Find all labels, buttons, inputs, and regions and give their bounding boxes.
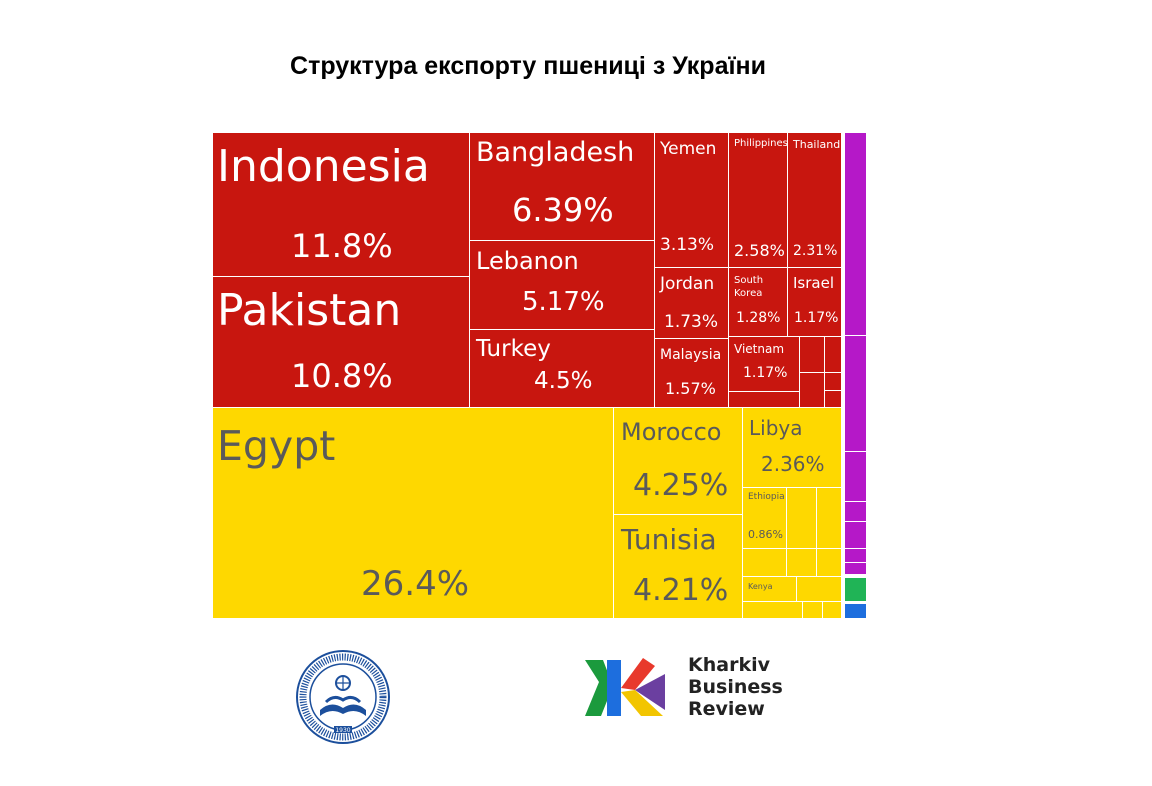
tile-label-malaysia: Malaysia bbox=[660, 347, 722, 363]
tile-value-turkey: 4.5% bbox=[534, 368, 593, 394]
tile-label-lebanon: Lebanon bbox=[476, 247, 579, 275]
treemap-tile-vietnam: Vietnam 1.17% bbox=[729, 337, 800, 392]
treemap-tile-tunisia: Tunisia 4.21% bbox=[614, 515, 743, 619]
treemap-tile-yemen: Yemen 3.13% bbox=[655, 133, 729, 268]
tile-value-morocco: 4.25% bbox=[633, 468, 729, 503]
tile-label-indonesia: Indonesia bbox=[217, 141, 430, 192]
tile-value-tunisia: 4.21% bbox=[633, 573, 729, 608]
treemap-tile-small bbox=[787, 488, 817, 549]
treemap-tile-small bbox=[800, 373, 825, 408]
treemap-tile-small bbox=[845, 502, 867, 522]
kbr-line-3: Review bbox=[688, 698, 765, 720]
treemap-tile-small bbox=[787, 549, 817, 577]
treemap-tile-small bbox=[803, 602, 823, 619]
kharkiv-business-review-mark-icon bbox=[585, 658, 665, 716]
tile-label-yemen: Yemen bbox=[660, 139, 717, 159]
tile-value-bangladesh: 6.39% bbox=[512, 191, 614, 229]
kbr-line-2: Business bbox=[688, 676, 783, 698]
treemap-tile-bangladesh: Bangladesh 6.39% bbox=[470, 133, 655, 241]
tile-value-yemen: 3.13% bbox=[660, 235, 715, 255]
treemap-tile-small bbox=[800, 337, 825, 373]
tile-label-bangladesh: Bangladesh bbox=[476, 137, 635, 168]
treemap-tile-thailand: Thailand 2.31% bbox=[788, 133, 842, 268]
tile-label-south-korea: South Korea bbox=[734, 275, 764, 299]
treemap-tile-pakistan: Pakistan 10.8% bbox=[213, 277, 470, 408]
tile-value-pakistan: 10.8% bbox=[291, 357, 393, 395]
tile-label-philippines: Philippines bbox=[734, 138, 788, 149]
treemap-tile-indonesia: Indonesia 11.8% bbox=[213, 133, 470, 277]
tile-label-morocco: Morocco bbox=[621, 418, 722, 446]
tile-value-malaysia: 1.57% bbox=[665, 379, 716, 398]
treemap-tile-small bbox=[845, 133, 867, 336]
tile-value-jordan: 1.73% bbox=[664, 312, 719, 332]
tile-value-lebanon: 5.17% bbox=[522, 287, 605, 317]
tile-value-thailand: 2.31% bbox=[793, 243, 838, 259]
treemap-tile-small bbox=[825, 391, 842, 408]
tile-value-israel: 1.17% bbox=[794, 310, 839, 326]
university-seal-icon: 1930 bbox=[296, 650, 390, 744]
treemap-tile-israel: Israel 1.17% bbox=[788, 268, 842, 337]
tile-label-kenya: Kenya bbox=[748, 582, 773, 591]
treemap-tile-morocco: Morocco 4.25% bbox=[614, 408, 743, 515]
tile-value-egypt: 26.4% bbox=[361, 564, 470, 604]
treemap-tile-small bbox=[797, 577, 842, 602]
treemap-tile-small bbox=[845, 604, 867, 619]
treemap-tile-libya: Libya 2.36% bbox=[743, 408, 842, 488]
tile-label-libya: Libya bbox=[749, 416, 803, 440]
treemap-tile-small bbox=[845, 336, 867, 452]
treemap-tile-small bbox=[845, 522, 867, 549]
tile-label-vietnam: Vietnam bbox=[734, 342, 785, 356]
treemap-tile-small bbox=[825, 373, 842, 391]
tile-value-vietnam: 1.17% bbox=[743, 365, 788, 381]
treemap-tile-small bbox=[817, 488, 842, 549]
treemap-tile-small bbox=[817, 549, 842, 577]
tile-label-thailand: Thailand bbox=[793, 138, 841, 151]
treemap-tile-small bbox=[743, 549, 787, 577]
treemap-tile-kenya: Kenya bbox=[743, 577, 797, 602]
kbr-line-1: Kharkiv bbox=[688, 654, 770, 676]
treemap-tile-jordan: Jordan 1.73% bbox=[655, 268, 729, 339]
tile-label-turkey: Turkey bbox=[476, 336, 551, 362]
tile-value-south-korea: 1.28% bbox=[736, 310, 781, 326]
tile-label-egypt: Egypt bbox=[217, 422, 336, 470]
treemap-tile-small bbox=[845, 563, 867, 575]
treemap-tile-small bbox=[823, 602, 842, 619]
treemap-tile-small bbox=[845, 549, 867, 563]
tile-value-ethiopia: 0.86% bbox=[748, 528, 783, 541]
tile-label-ethiopia: Ethiopia bbox=[748, 492, 785, 502]
treemap-tile-egypt: Egypt 26.4% bbox=[213, 408, 614, 619]
treemap-tile-small bbox=[845, 578, 867, 602]
treemap-tile-philippines: Philippines 2.58% bbox=[729, 133, 788, 268]
treemap-tile-lebanon: Lebanon 5.17% bbox=[470, 241, 655, 330]
treemap-tile-small bbox=[729, 392, 800, 408]
tile-label-jordan: Jordan bbox=[660, 274, 715, 294]
treemap-tile-small bbox=[845, 452, 867, 502]
chart-title: Структура експорту пшениці з України bbox=[290, 52, 766, 80]
tile-label-pakistan: Pakistan bbox=[217, 285, 402, 336]
tile-value-libya: 2.36% bbox=[761, 452, 825, 476]
treemap-tile-turkey: Turkey 4.5% bbox=[470, 330, 655, 408]
treemap-tile-ethiopia: Ethiopia 0.86% bbox=[743, 488, 787, 549]
tile-value-philippines: 2.58% bbox=[734, 241, 785, 260]
kbr-wordmark: Kharkiv Business Review bbox=[688, 654, 783, 720]
tile-label-israel: Israel bbox=[793, 274, 834, 292]
university-year: 1930 bbox=[335, 727, 350, 734]
treemap-tile-south-korea: South Korea 1.28% bbox=[729, 268, 788, 337]
treemap-tile-small bbox=[825, 337, 842, 373]
tile-label-tunisia: Tunisia bbox=[621, 523, 717, 556]
tile-value-indonesia: 11.8% bbox=[291, 227, 393, 265]
treemap-tile-small bbox=[743, 602, 803, 619]
treemap-tile-malaysia: Malaysia 1.57% bbox=[655, 339, 729, 408]
